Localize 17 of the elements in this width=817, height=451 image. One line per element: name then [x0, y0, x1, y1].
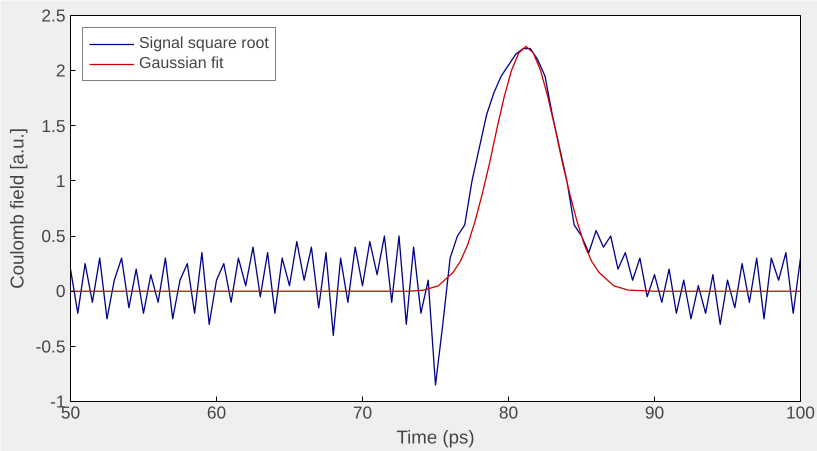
y-tick-label: 0.5 [41, 226, 66, 246]
x-tick-label: 80 [498, 402, 518, 422]
x-tick-label: 50 [60, 402, 80, 422]
y-tick-label: 2 [56, 60, 66, 81]
y-tick-label: -0.5 [36, 336, 66, 356]
x-tick-label: 100 [786, 402, 815, 422]
y-axis-title: Coulomb field [a.u.] [6, 128, 28, 289]
x-axis-title: Time (ps) [396, 426, 475, 448]
y-tick-label: 1 [56, 170, 66, 191]
x-tick-label: 70 [352, 402, 372, 422]
x-tick-label: 90 [644, 402, 664, 422]
y-tick-label: 1.5 [41, 116, 66, 136]
y-tick-label: 2.5 [41, 6, 66, 26]
y-tick-label: 0 [56, 281, 66, 302]
legend-label: Signal square root [139, 35, 269, 53]
x-tick-label: 60 [206, 402, 226, 422]
legend-label: Gaussian fit [139, 55, 224, 73]
